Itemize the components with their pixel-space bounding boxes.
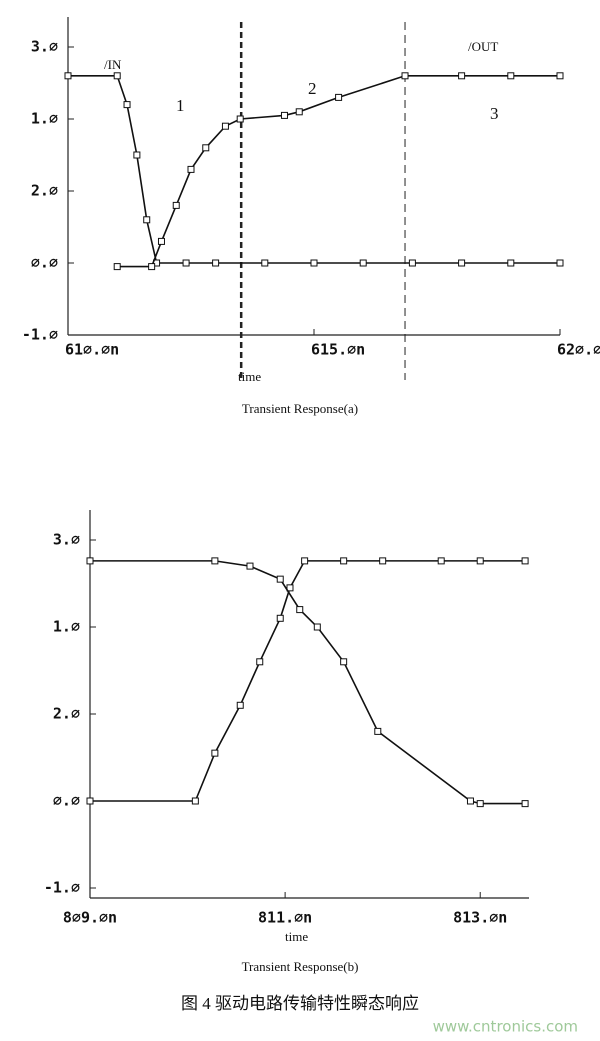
point-marker [301,557,309,565]
point-marker [182,259,190,267]
point-marker [521,557,529,565]
point-marker [556,259,564,267]
x-tick-label: 811.∅n [258,909,312,927]
point-marker [113,263,121,271]
point-marker [64,72,72,80]
point-marker [123,101,131,109]
y-tick-label: 3.∅ [53,531,80,549]
point-marker [280,111,288,119]
y-tick-label: -1.∅ [22,326,58,344]
y-tick-label: -1.∅ [44,879,80,897]
point-marker [276,614,284,622]
point-marker [236,115,244,123]
series-line [90,560,526,802]
point-marker [211,749,219,757]
y-tick-label: ∅.∅ [31,254,58,272]
x-axis-label: time [285,929,308,944]
point-marker [379,557,387,565]
point-marker [148,263,156,271]
point-marker [113,72,121,80]
point-marker [437,557,445,565]
point-marker [276,575,284,583]
point-marker [86,557,94,565]
region-label: 2 [308,79,317,98]
point-marker [236,701,244,709]
y-tick-label: 2.∅ [53,705,80,723]
chart-title: Transient Response(a) [242,401,358,416]
series-line [68,75,560,264]
point-marker [295,108,303,116]
watermark: www.cntronics.com [433,1018,578,1036]
region-label: 1 [176,96,185,115]
point-marker [458,72,466,80]
point-marker [458,259,466,267]
point-marker [340,557,348,565]
x-tick-label: 813.∅n [453,909,507,927]
point-marker [476,800,484,808]
point-marker [408,259,416,267]
y-tick-label: 2.∅ [31,182,58,200]
point-marker [221,122,229,130]
y-tick-label: ∅.∅ [53,792,80,810]
point-marker [286,584,294,592]
y-tick-label: 3.∅ [31,38,58,56]
point-marker [507,259,515,267]
point-marker [187,165,195,173]
point-marker [256,658,264,666]
point-marker [340,658,348,666]
x-axis-label: time [238,369,261,384]
point-marker [133,151,141,159]
point-marker [261,259,269,267]
point-marker [202,144,210,152]
region-label: 3 [490,104,499,123]
series-line [90,560,526,805]
point-marker [157,237,165,245]
point-marker [211,557,219,565]
point-marker [310,259,318,267]
point-marker [313,623,321,631]
point-marker [521,800,529,808]
point-marker [335,93,343,101]
point-marker [212,259,220,267]
x-tick-label: 61∅.∅n [65,341,119,359]
point-marker [86,797,94,805]
point-marker [556,72,564,80]
x-tick-label: 615.∅n [311,341,365,359]
point-marker [143,216,151,224]
point-marker [401,72,409,80]
point-marker [172,201,180,209]
point-marker [374,727,382,735]
point-marker [507,72,515,80]
point-marker [359,259,367,267]
point-marker [191,797,199,805]
x-tick-label: 8∅9.∅n [63,909,117,927]
series-label: /OUT [468,39,498,54]
y-tick-label: 1.∅ [31,110,58,128]
point-marker [246,562,254,570]
point-marker [296,606,304,614]
point-marker [476,557,484,565]
point-marker [466,797,474,805]
x-tick-label: 62∅.∅r [557,341,600,359]
chart-title: Transient Response(b) [242,959,359,974]
series-label: /IN [104,57,122,72]
y-tick-label: 1.∅ [53,618,80,636]
caption: 图 4 驱动电路传输特性瞬态响应 [181,994,419,1013]
